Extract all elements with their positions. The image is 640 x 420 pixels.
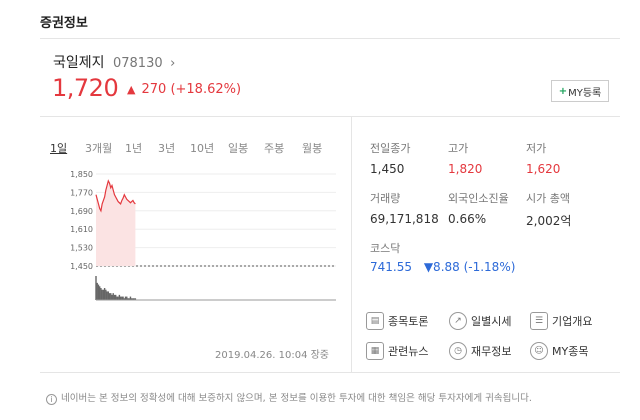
- stat-value: 1,820: [448, 162, 483, 176]
- section-title: 증권정보: [40, 16, 88, 31]
- plus-icon: +: [558, 85, 568, 97]
- tab-5[interactable]: 일봉: [228, 142, 249, 155]
- current-price: 1,720: [52, 74, 119, 102]
- market-index: 코스닥: [370, 240, 400, 256]
- x-tick-label: 14:00: [269, 305, 292, 306]
- stat-label: 고가: [448, 142, 469, 155]
- related-news-button[interactable]: ▦ 관련뉴스: [366, 342, 428, 360]
- tab-6[interactable]: 주봉: [264, 142, 285, 155]
- tab-3[interactable]: 3년: [158, 142, 176, 155]
- stock-code: 078130: [112, 56, 163, 71]
- stat-value: 69,171,818: [370, 212, 439, 226]
- financial-info-button[interactable]: ◷ 재무정보: [449, 342, 511, 360]
- price-line: [95, 179, 136, 213]
- daily-price-button[interactable]: ↗ 일별시세: [449, 312, 511, 330]
- market-label: 코스닥: [370, 242, 401, 255]
- top-divider: [40, 38, 620, 39]
- price-chart: 1,850 1,770 1,690 1,610 1,530 1,450 10:00 12:00…: [70, 170, 336, 306]
- period-tabs: 1일 3개월 1년 3년 10년 일봉 주봉 월봉: [50, 140, 332, 156]
- clock-icon: ◷: [449, 342, 467, 360]
- tab-0[interactable]: 1일: [50, 142, 68, 155]
- change-amount: 270: [141, 82, 167, 97]
- action-label: MY종목: [552, 345, 589, 358]
- stat-value: 1,620: [526, 162, 561, 176]
- stat-label: 시가 총액: [526, 192, 570, 205]
- middle-divider: [40, 116, 620, 117]
- y-tick-label: 1,450: [70, 262, 93, 271]
- my-register-label: MY등록: [568, 87, 602, 99]
- y-tick-label: 1,530: [70, 244, 93, 253]
- chevron-right-icon[interactable]: ›: [170, 56, 176, 71]
- action-label: 종목토론: [388, 315, 429, 328]
- y-tick-label: 1,610: [70, 225, 93, 234]
- x-tick-label: 10:00: [121, 305, 144, 306]
- market-change: ▼8.88 (-1.18%): [423, 260, 516, 274]
- document-icon: ☰: [530, 312, 548, 330]
- action-label: 일별시세: [471, 315, 512, 328]
- disclaimer: i 네이버는 본 정보의 정확성에 대해 보증하지 않으며, 본 정보를 이용한 …: [46, 390, 532, 405]
- news-icon: ▦: [366, 342, 384, 360]
- my-register-button[interactable]: + MY등록: [551, 80, 609, 102]
- tab-2[interactable]: 1년: [125, 142, 143, 155]
- chat-icon: ▤: [366, 312, 384, 330]
- stat-value: 1,450: [370, 162, 405, 176]
- stat-value: 0.66%: [448, 212, 487, 226]
- market-value: 741.55: [370, 260, 412, 274]
- change-percent: (+18.62%): [170, 82, 242, 97]
- action-label: 관련뉴스: [388, 345, 429, 358]
- bottom-divider: [40, 372, 620, 373]
- y-tick-label: 1,770: [70, 188, 93, 197]
- timestamp: 2019.04.26. 10:04 장중: [215, 350, 330, 361]
- market-values: 741.55 ▼8.88 (-1.18%): [370, 260, 515, 274]
- my-stocks-button[interactable]: ☺ MY종목: [530, 342, 588, 360]
- tab-1[interactable]: 3개월: [85, 142, 113, 155]
- price-area: [96, 180, 136, 266]
- price-change: ▲ 270 (+18.62%): [127, 82, 241, 97]
- stock-header[interactable]: 국일제지 078130 ›: [53, 52, 175, 72]
- y-tick-label: 1,850: [70, 170, 93, 179]
- stat-label: 전일종가: [370, 142, 411, 155]
- disclaimer-text: 네이버는 본 정보의 정확성에 대해 보증하지 않으며, 본 정보를 이용한 투…: [61, 393, 532, 404]
- company-overview-button[interactable]: ☰ 기업개요: [530, 312, 592, 330]
- stat-volume: 거래량 69,171,818: [370, 190, 439, 226]
- stat-label: 외국인소진율: [448, 192, 509, 205]
- trend-icon: ↗: [449, 312, 467, 330]
- stat-value: 2,002억: [526, 214, 572, 228]
- stat-label: 거래량: [370, 192, 401, 205]
- stat-label: 저가: [526, 142, 547, 155]
- stat-foreign: 외국인소진율 0.66%: [448, 190, 509, 226]
- discussion-button[interactable]: ▤ 종목토론: [366, 312, 428, 330]
- stat-prev-close: 전일종가 1,450: [370, 140, 410, 176]
- action-label: 기업개요: [552, 315, 593, 328]
- action-label: 재무정보: [471, 345, 512, 358]
- vertical-divider: [351, 116, 352, 372]
- y-tick-label: 1,690: [70, 207, 93, 216]
- stock-name[interactable]: 국일제지: [53, 55, 105, 71]
- up-triangle-icon: ▲: [127, 83, 136, 96]
- tab-4[interactable]: 10년: [190, 142, 215, 155]
- tab-7[interactable]: 월봉: [302, 142, 323, 155]
- x-tick-label: 12:00: [195, 305, 218, 306]
- stat-high: 고가 1,820: [448, 140, 482, 176]
- info-icon: i: [46, 394, 57, 405]
- stat-low: 저가 1,620: [526, 140, 560, 176]
- stat-market-cap: 시가 총액 2,002억: [526, 190, 571, 229]
- user-icon: ☺: [530, 342, 548, 360]
